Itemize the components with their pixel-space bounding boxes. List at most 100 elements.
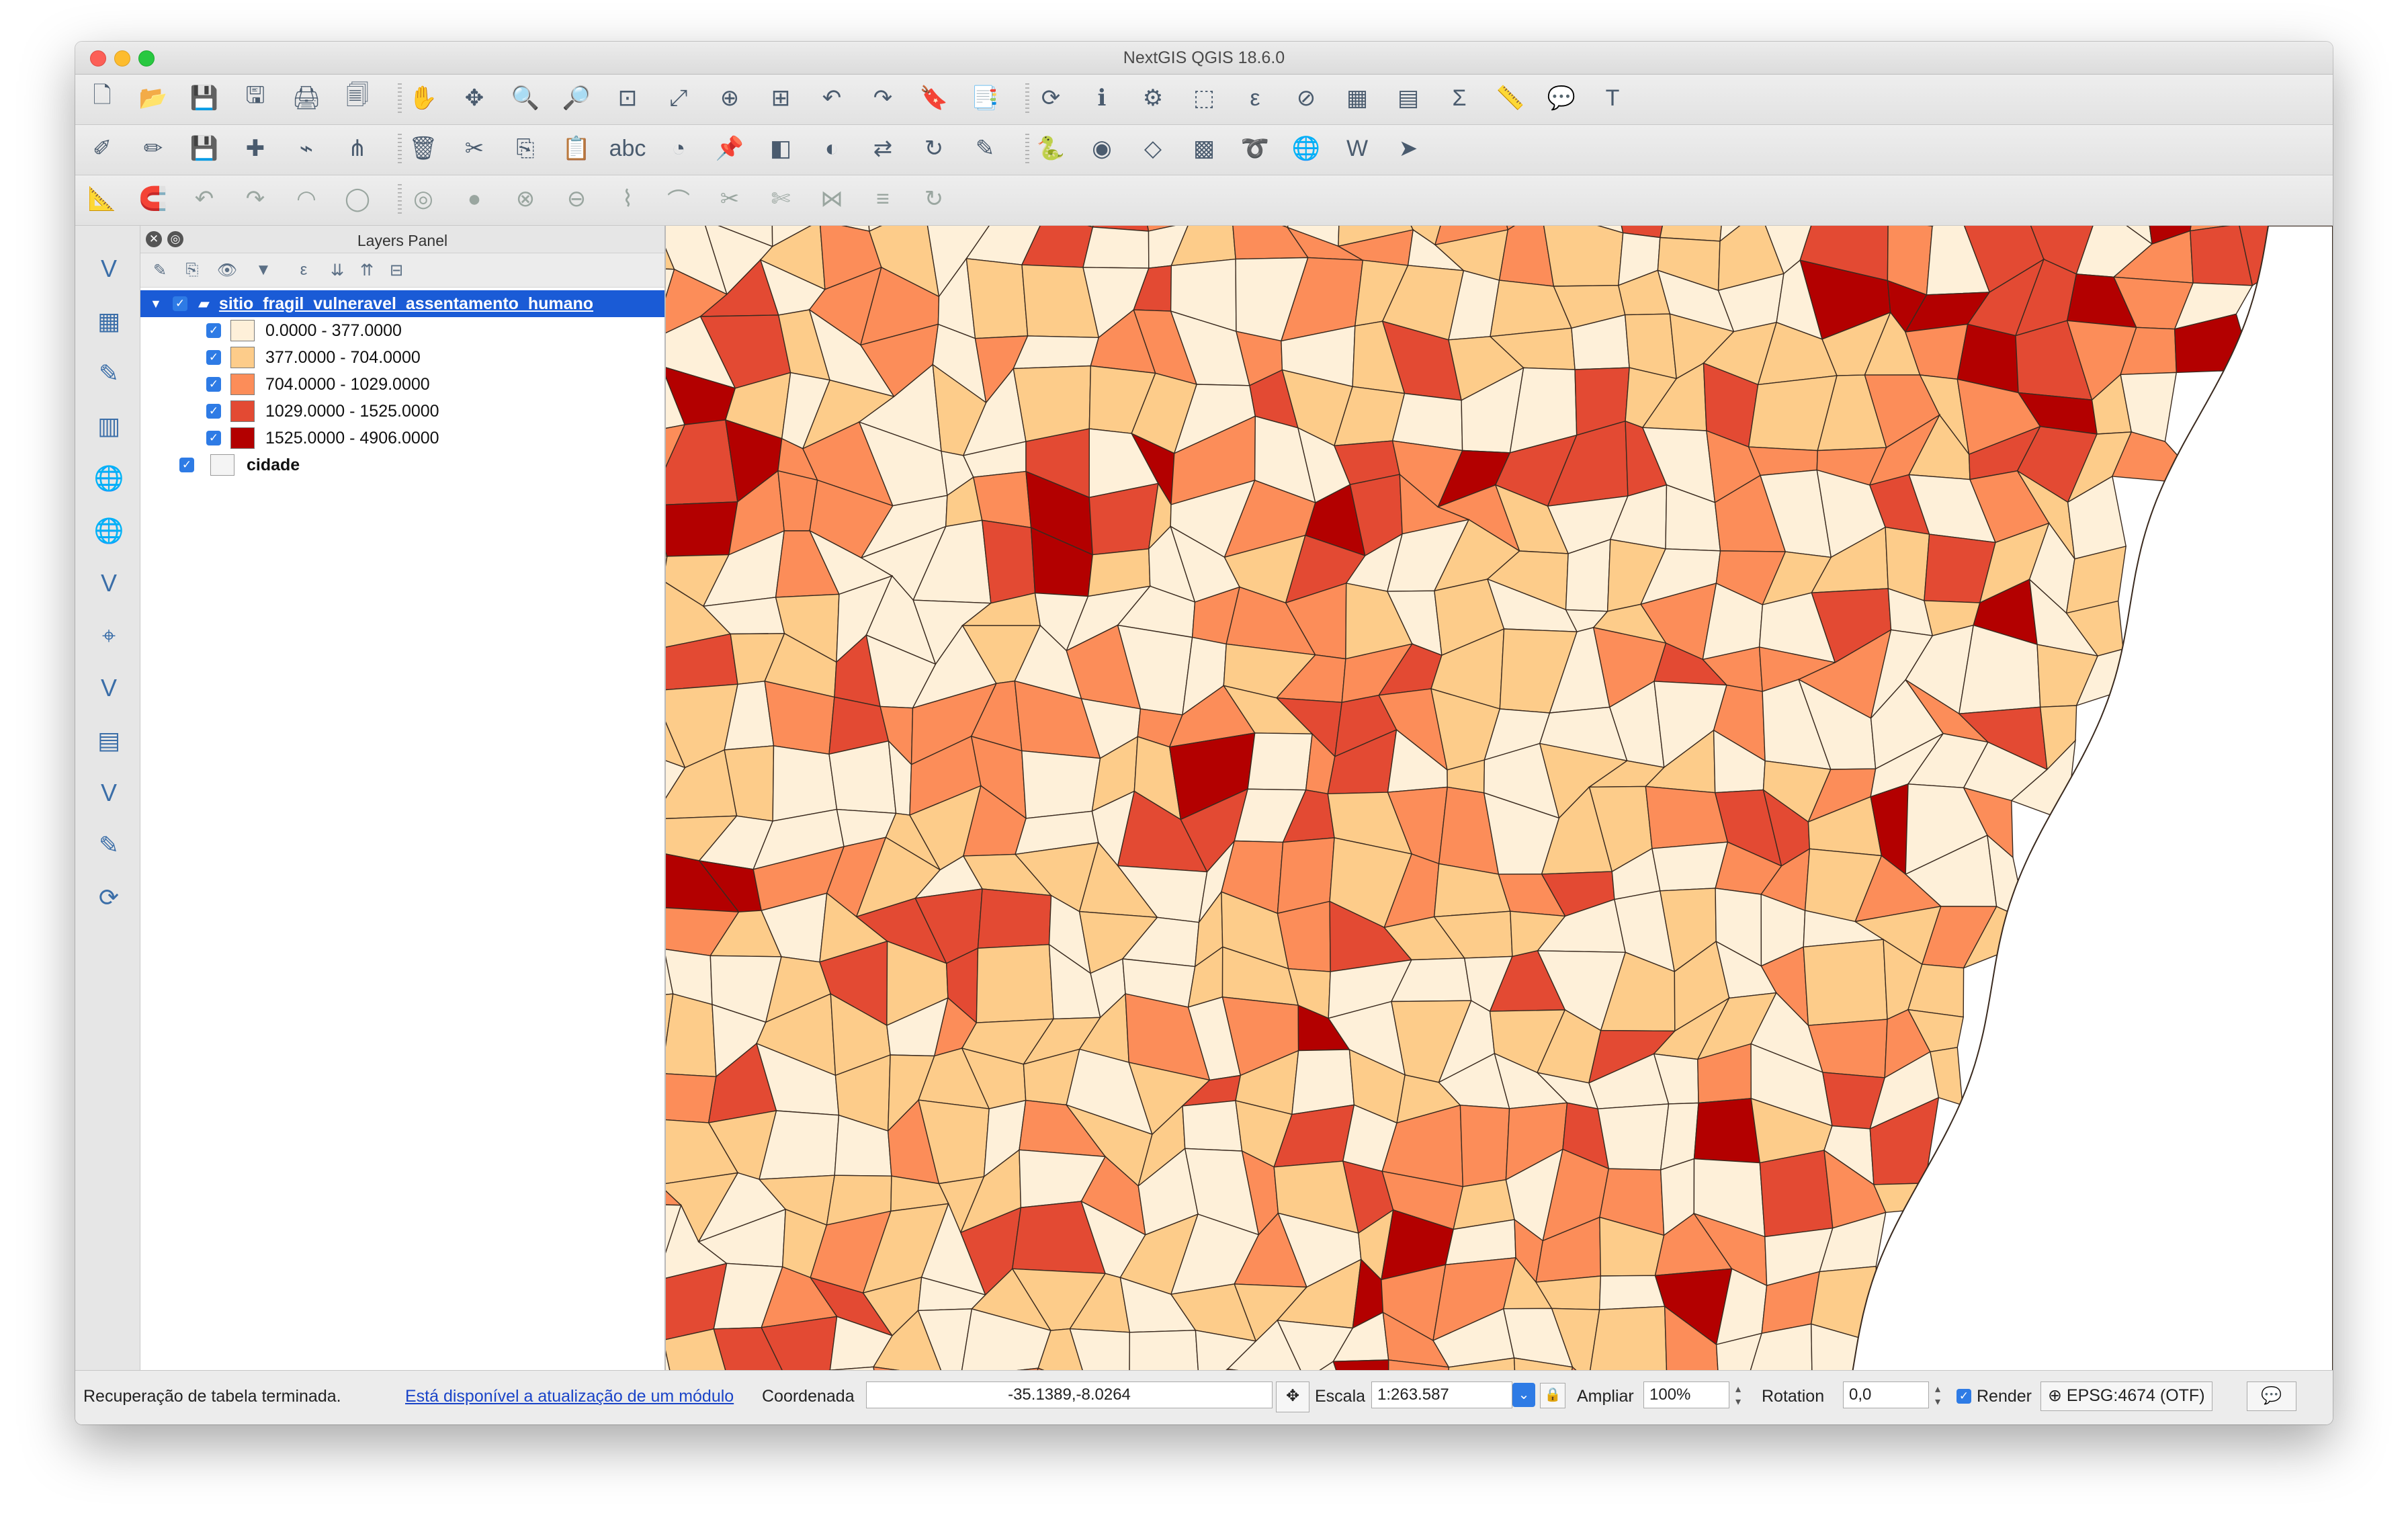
change-label-icon[interactable]: ✎: [975, 136, 995, 161]
highlight-labels-icon[interactable]: ◧: [769, 136, 792, 161]
copy-features-icon[interactable]: ⎘: [516, 135, 535, 161]
add-feature-icon[interactable]: ✚: [245, 136, 265, 161]
digitize-icon[interactable]: ⌁: [299, 136, 314, 161]
legend-class-checkbox[interactable]: ✓: [206, 323, 221, 338]
measure-icon[interactable]: 📏: [1496, 85, 1525, 111]
add-raster-layer-icon[interactable]: ▦: [97, 307, 120, 335]
current-edits-icon[interactable]: ✐: [92, 136, 112, 161]
statistics-icon[interactable]: Σ: [1452, 85, 1467, 111]
add-wcs-layer-icon[interactable]: 🌐: [93, 517, 124, 544]
identify-icon[interactable]: ℹ: [1097, 85, 1107, 111]
legend-class-checkbox[interactable]: ✓: [206, 431, 221, 445]
legend-class-checkbox[interactable]: ✓: [206, 377, 221, 392]
remove-layer-icon[interactable]: ⊟: [389, 261, 404, 280]
rotate-label-icon[interactable]: ↻: [924, 136, 944, 161]
add-spatialite-layer-icon[interactable]: ⌖: [101, 621, 116, 649]
new-bookmark-icon[interactable]: 🔖: [919, 85, 949, 111]
merge-features-icon[interactable]: ⋈: [820, 186, 843, 212]
zoom-last-icon[interactable]: ↶: [822, 85, 842, 111]
window-minimize-button[interactable]: [114, 50, 130, 67]
map-tips-icon[interactable]: 💬: [1547, 85, 1576, 111]
map-canvas[interactable]: [666, 226, 2333, 1371]
reshape-icon[interactable]: ⌇: [621, 186, 634, 212]
filter-by-expression-icon[interactable]: ε: [300, 261, 308, 279]
layout-manager-icon[interactable]: 🗐: [346, 82, 369, 108]
magnifier-spin-icon[interactable]: ▴ ▾: [1735, 1384, 1742, 1408]
panel-float-icon[interactable]: ◎: [167, 231, 183, 247]
zoom-to-selection-icon[interactable]: ⊕: [720, 85, 740, 111]
open-project-icon[interactable]: 📂: [138, 85, 168, 111]
add-ring-icon[interactable]: ◯: [344, 186, 371, 212]
fill-ring-icon[interactable]: ●: [467, 185, 482, 212]
add-group-icon[interactable]: ⎘: [185, 261, 199, 279]
label-icon[interactable]: abc: [609, 135, 646, 161]
legend-class-row[interactable]: ✓ 377.0000 - 704.0000: [140, 344, 664, 371]
wkt-tool-icon[interactable]: W: [1346, 135, 1369, 161]
wkt-icon[interactable]: ◉: [1092, 136, 1112, 161]
pan-icon[interactable]: ✋: [408, 85, 438, 111]
layers-plugin-icon[interactable]: ◇: [1144, 136, 1162, 161]
style-manager-icon[interactable]: ✎: [153, 261, 167, 280]
add-delimited-text-icon[interactable]: ✎: [98, 359, 120, 387]
layer-row-cidade[interactable]: ✓ cidade: [140, 452, 664, 478]
new-print-layout-icon[interactable]: 🖨: [292, 85, 321, 111]
window-close-button[interactable]: [90, 50, 106, 67]
window-maximize-button[interactable]: [138, 50, 155, 67]
expand-arrow-icon[interactable]: ▼: [150, 296, 162, 310]
lock-scale-icon[interactable]: 🔒: [1540, 1383, 1565, 1408]
zoom-next-icon[interactable]: ↷: [873, 85, 893, 111]
coordinate-capture-icon[interactable]: ➤: [1398, 136, 1418, 161]
magnifier-field[interactable]: 100%: [1643, 1381, 1729, 1408]
attribute-table-icon[interactable]: ▦: [1346, 85, 1369, 111]
add-virtual-layer-icon[interactable]: V: [100, 674, 117, 701]
snapping-icon[interactable]: 📐: [87, 186, 117, 212]
legend-class-row[interactable]: ✓ 0.0000 - 377.0000: [140, 317, 664, 344]
pan-to-selection-icon[interactable]: ✥: [464, 85, 484, 111]
pin-labels-icon[interactable]: 📌: [715, 136, 744, 161]
merge-attributes-icon[interactable]: ≡: [876, 185, 890, 212]
rotation-field[interactable]: 0,0: [1843, 1381, 1929, 1408]
show-hide-labels-icon[interactable]: ◐: [824, 135, 839, 161]
zoom-in-icon[interactable]: 🔍: [511, 85, 540, 111]
delete-part-icon[interactable]: ⊖: [566, 186, 587, 212]
simplify-icon[interactable]: ◠: [296, 186, 316, 212]
legend-class-row[interactable]: ✓ 1525.0000 - 4906.0000: [140, 425, 664, 452]
add-oracle-layer-icon[interactable]: ▤: [97, 726, 120, 754]
layer-visibility-checkbox[interactable]: ✓: [179, 458, 194, 472]
color-ramp-icon[interactable]: ▩: [1193, 136, 1215, 161]
run-action-icon[interactable]: ⚙: [1142, 85, 1164, 111]
select-by-expression-icon[interactable]: ε: [1250, 85, 1260, 111]
rotate-point-icon[interactable]: ↻: [924, 186, 944, 212]
panel-close-icon[interactable]: ✕: [146, 231, 162, 247]
new-temporary-layer-icon[interactable]: ✎: [98, 831, 120, 859]
legend-class-row[interactable]: ✓ 704.0000 - 1029.0000: [140, 371, 664, 398]
deselect-icon[interactable]: ⊘: [1296, 85, 1316, 111]
layer-row-sitio-fragil[interactable]: ▼ ✓ ▰ sitio_fragil_vulneravel_assentamen…: [140, 290, 664, 317]
collapse-all-icon[interactable]: ⇈: [359, 261, 374, 280]
legend-class-row[interactable]: ✓ 1029.0000 - 1525.0000: [140, 398, 664, 425]
choropleth-map[interactable]: [666, 226, 2333, 1371]
add-part-icon[interactable]: ◎: [413, 186, 433, 212]
coordinate-field[interactable]: -35.1389,-8.0264: [866, 1381, 1273, 1408]
new-shapefile-icon[interactable]: V: [100, 779, 117, 806]
scale-dropdown-icon[interactable]: ⌄: [1512, 1383, 1535, 1407]
diagram-icon[interactable]: ◔: [671, 135, 686, 161]
zoom-native-icon[interactable]: ⊡: [617, 85, 638, 111]
paste-features-icon[interactable]: 📋: [562, 136, 591, 161]
show-bookmarks-icon[interactable]: 📑: [970, 85, 1000, 111]
scale-field[interactable]: 1:263.587: [1371, 1381, 1512, 1408]
legend-class-checkbox[interactable]: ✓: [206, 350, 221, 365]
move-label-icon[interactable]: ⇄: [873, 136, 893, 161]
crs-status-button[interactable]: ⊕ EPSG:4674 (OTF): [2040, 1381, 2212, 1411]
expand-all-icon[interactable]: ⇊: [330, 261, 345, 280]
new-project-icon[interactable]: 🗋: [93, 82, 112, 108]
split-parts-icon[interactable]: ✄: [771, 186, 791, 212]
rotation-spin-icon[interactable]: ▴ ▾: [1934, 1384, 1941, 1408]
geocoder-icon[interactable]: ➰: [1240, 136, 1270, 161]
filter-legend-icon[interactable]: ▼: [255, 261, 271, 279]
zoom-out-icon[interactable]: 🔎: [562, 85, 591, 111]
field-calculator-icon[interactable]: ▤: [1397, 85, 1420, 111]
python-console-icon[interactable]: 🐍: [1036, 136, 1066, 161]
messages-icon[interactable]: 💬: [2247, 1381, 2296, 1411]
manage-visibility-icon[interactable]: 👁: [216, 261, 238, 280]
